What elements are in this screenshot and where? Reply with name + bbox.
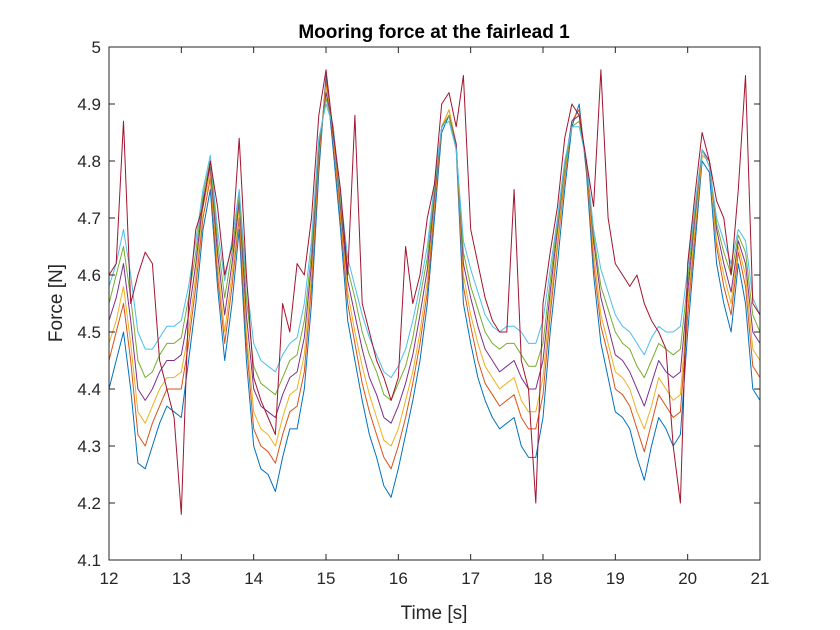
chart-title: Mooring force at the fairlead 1	[298, 22, 570, 43]
series-line-2	[108, 80, 761, 470]
series-group	[108, 69, 761, 515]
x-tick-label: 12	[100, 569, 119, 588]
plot-area-background	[109, 47, 760, 560]
series-line-5	[108, 97, 761, 401]
x-tick-label: 15	[317, 569, 336, 588]
y-tick-label: 4.8	[77, 152, 101, 171]
plot-area-box	[108, 46, 761, 561]
x-tick-label: 21	[751, 569, 770, 588]
y-tick-label: 4.3	[77, 437, 101, 456]
x-tick-label: 19	[606, 569, 625, 588]
y-tick-label: 5	[92, 38, 101, 57]
y-tick-label: 4.1	[77, 551, 101, 570]
y-axis-label: Force [N]	[46, 264, 67, 342]
y-tick-label: 4.9	[77, 95, 101, 114]
x-tick-label: 14	[244, 569, 263, 588]
x-axis-ticks: 12 13 14 15 16 17 18 19 20 21	[100, 47, 770, 588]
x-axis-label: Time [s]	[401, 603, 468, 624]
x-tick-label: 16	[389, 569, 408, 588]
y-tick-label: 4.6	[77, 266, 101, 285]
x-tick-label: 13	[172, 569, 191, 588]
x-tick-label: 18	[534, 569, 553, 588]
series-line-1	[108, 75, 761, 498]
series-line-7	[108, 69, 761, 515]
y-axis-ticks: 4.1 4.2 4.3 4.4 4.5 4.6 4.7 4.8 4.9 5	[77, 38, 760, 570]
y-tick-label: 4.4	[77, 380, 101, 399]
x-tick-label: 20	[678, 569, 697, 588]
y-tick-label: 4.5	[77, 323, 101, 342]
x-tick-label: 17	[461, 569, 480, 588]
y-tick-label: 4.7	[77, 209, 101, 228]
y-tick-label: 4.2	[77, 494, 101, 513]
series-line-3	[108, 86, 761, 447]
series-line-4	[108, 92, 761, 424]
